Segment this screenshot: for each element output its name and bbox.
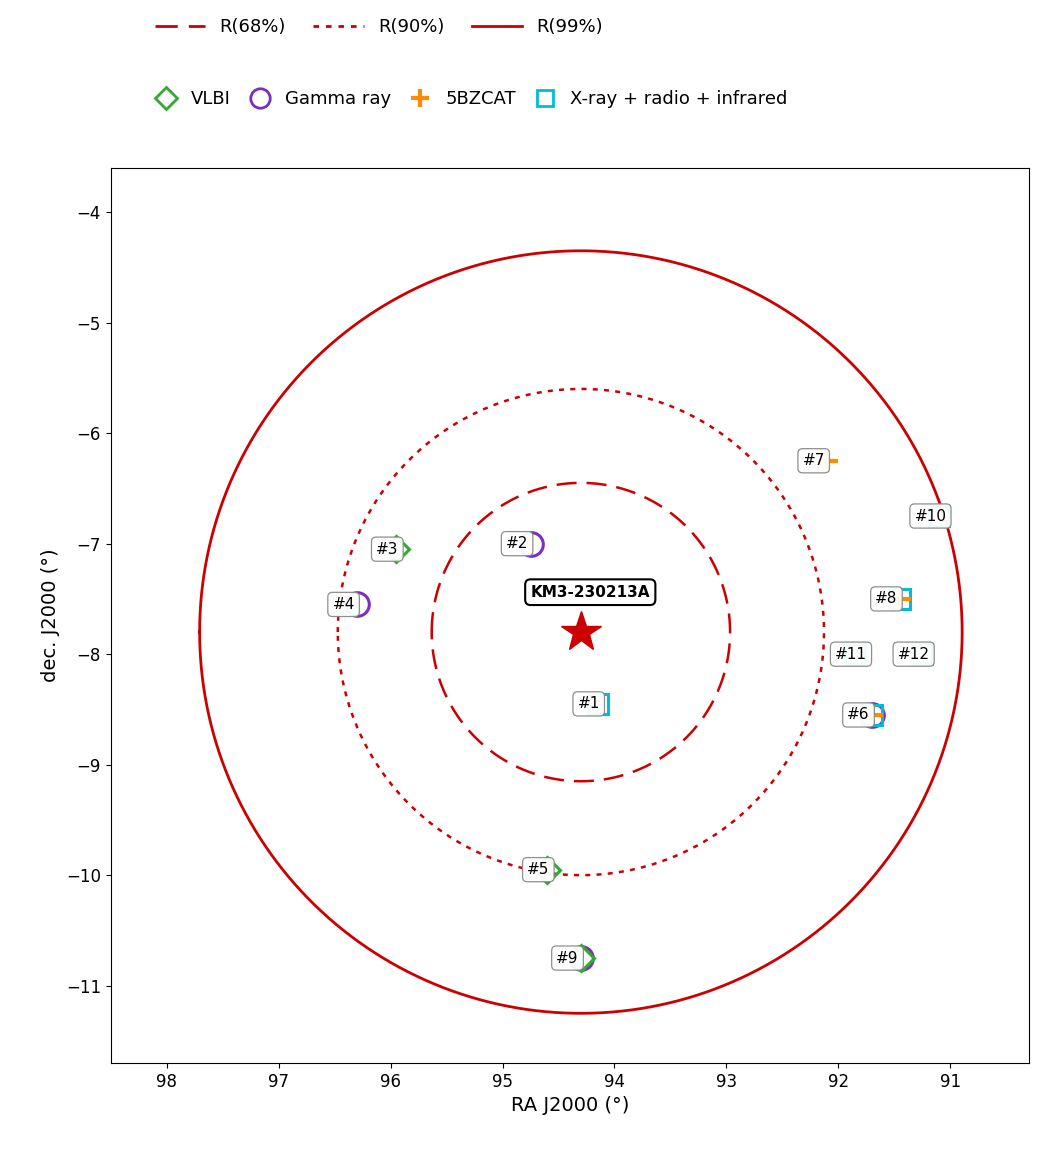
Text: #8: #8 xyxy=(876,592,898,607)
Text: #11: #11 xyxy=(835,646,867,661)
Text: #1: #1 xyxy=(577,696,600,711)
Text: #10: #10 xyxy=(915,508,946,523)
Text: #9: #9 xyxy=(556,951,579,966)
Text: #4: #4 xyxy=(332,596,354,611)
Text: #7: #7 xyxy=(803,453,825,468)
Text: #2: #2 xyxy=(506,536,529,551)
Text: #12: #12 xyxy=(898,646,929,661)
Legend: VLBI, Gamma ray, 5BZCAT, X-ray + radio + infrared: VLBI, Gamma ray, 5BZCAT, X-ray + radio +… xyxy=(148,83,794,116)
Text: #6: #6 xyxy=(847,708,869,723)
X-axis label: RA J2000 (°): RA J2000 (°) xyxy=(511,1097,629,1115)
Text: KM3-230213A: KM3-230213A xyxy=(531,585,650,600)
Text: #3: #3 xyxy=(376,542,399,557)
Y-axis label: dec. J2000 (°): dec. J2000 (°) xyxy=(41,549,60,682)
Text: #5: #5 xyxy=(528,863,550,877)
